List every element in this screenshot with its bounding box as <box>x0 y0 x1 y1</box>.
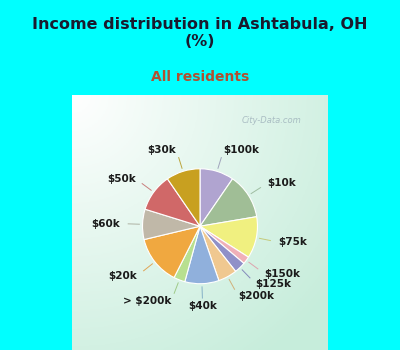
Wedge shape <box>185 226 219 284</box>
Text: $50k: $50k <box>107 174 136 184</box>
Text: > $200k: > $200k <box>123 296 171 306</box>
Wedge shape <box>142 209 200 239</box>
Text: All residents: All residents <box>151 70 249 84</box>
Text: $40k: $40k <box>188 301 217 311</box>
Text: $125k: $125k <box>256 279 292 289</box>
Wedge shape <box>168 169 200 226</box>
Text: $20k: $20k <box>108 271 137 281</box>
Wedge shape <box>200 217 258 257</box>
Text: $10k: $10k <box>267 178 296 188</box>
Text: Income distribution in Ashtabula, OH
(%): Income distribution in Ashtabula, OH (%) <box>32 17 368 49</box>
Wedge shape <box>200 226 248 263</box>
Wedge shape <box>174 226 200 282</box>
Wedge shape <box>200 169 232 226</box>
Text: $200k: $200k <box>238 291 274 301</box>
Text: City-Data.com: City-Data.com <box>242 116 302 125</box>
Wedge shape <box>144 226 200 278</box>
Text: $60k: $60k <box>92 218 120 229</box>
Text: $150k: $150k <box>264 268 300 279</box>
Wedge shape <box>200 226 244 271</box>
Wedge shape <box>145 179 200 226</box>
Wedge shape <box>200 179 257 226</box>
Wedge shape <box>200 226 236 281</box>
Text: $100k: $100k <box>224 145 260 155</box>
Text: $75k: $75k <box>278 237 307 247</box>
Text: $30k: $30k <box>148 145 176 155</box>
